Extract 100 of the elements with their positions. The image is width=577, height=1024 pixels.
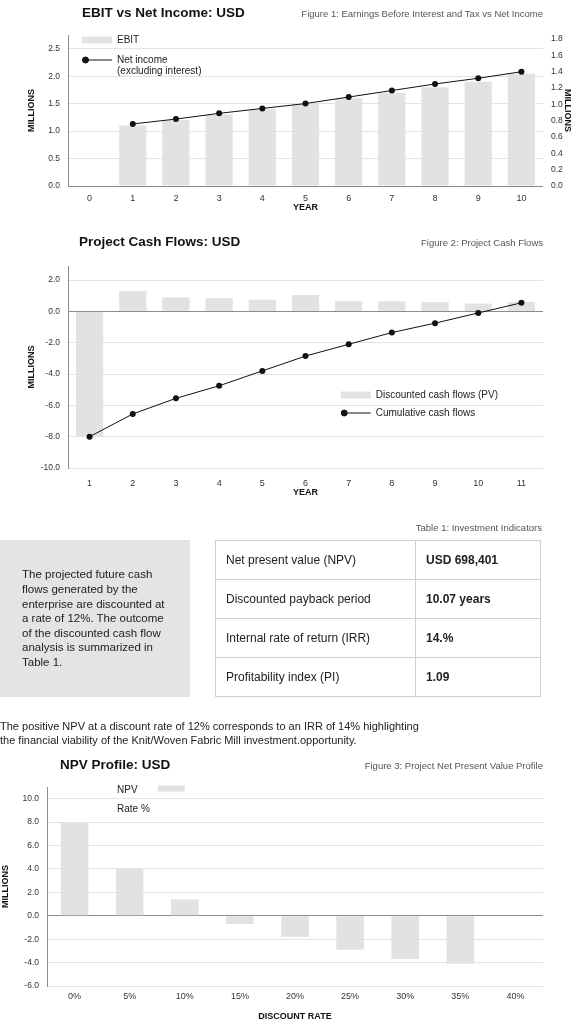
y-tick-label: 2.0 [27, 886, 40, 897]
text: Table 1: Investment Indicators [415, 522, 542, 533]
chart-title: EBIT vs Net Income: USD [82, 4, 246, 20]
text: 10.07 years [415, 579, 541, 619]
x-tick-label: 4 [259, 192, 265, 203]
y2-tick-label: 1.0 [551, 98, 564, 109]
point [388, 329, 395, 336]
x-tick-label: 7 [346, 477, 352, 488]
point [259, 105, 266, 112]
x-tick-label: 0 [87, 192, 93, 203]
annotation: Rate % [117, 802, 150, 814]
y2-axis-title: MILLIONS [563, 89, 574, 132]
bar [378, 301, 406, 311]
text: 1.09 [415, 657, 541, 697]
x-tick-label: 40% [506, 990, 525, 1001]
legend-label: EBIT [117, 33, 140, 45]
x-tick-label: 9 [475, 192, 481, 203]
text: 14.% [415, 618, 541, 658]
text: Internal rate of return (IRR) [215, 618, 416, 658]
point [129, 410, 136, 417]
bar [205, 298, 233, 311]
point [432, 80, 439, 87]
text: Discounted payback period [215, 579, 416, 619]
legend-label: Net income (excluding interest) [117, 53, 202, 76]
bar [171, 899, 199, 916]
y-tick-label: 1.0 [48, 125, 61, 136]
y-tick-label: 0.5 [48, 152, 61, 163]
bar [421, 302, 449, 311]
x-tick-label: 7 [389, 192, 395, 203]
x-tick-label: 8 [389, 477, 395, 488]
y2-tick-label: 1.8 [551, 33, 564, 44]
x-tick-label: 15% [230, 990, 249, 1001]
y-tick-label: -4.0 [45, 368, 61, 379]
text: Net present value (NPV) [215, 540, 416, 580]
y2-tick-label: 1.6 [551, 49, 564, 60]
x-tick-label: 3 [173, 477, 179, 488]
x-tick-label: 35% [451, 990, 470, 1001]
point [432, 320, 439, 327]
bar [119, 291, 147, 311]
text: The positive NPV at a discount rate of 12% corresponds to an IRR of 14% highlighting the financial viability of the Knit/Woven Fabric Mill investment.opportunity. [0, 720, 420, 747]
y-tick-label: 0.0 [48, 305, 61, 316]
y-tick-label: -6.0 [24, 980, 40, 991]
y2-tick-label: 1.2 [551, 82, 564, 93]
x-tick-label: 0% [68, 990, 82, 1001]
chart-subtitle: Figure 3: Project Net Present Value Profile [364, 759, 543, 771]
chart-subtitle: Figure 1: Earnings Before Interest and Tax vs Net Income [301, 7, 543, 19]
point [216, 110, 223, 117]
point [172, 116, 179, 123]
x-tick-label: 6 [302, 477, 309, 488]
legend-label: NPV [117, 783, 138, 795]
x-tick-label: 1 [130, 192, 136, 203]
y-tick-label: 0.0 [27, 910, 40, 921]
y-tick-label: 1.5 [48, 97, 61, 108]
legend-label: Discounted cash flows (PV) [375, 388, 499, 400]
x-tick-label: 8 [432, 192, 438, 203]
y-tick-label: -4.0 [24, 956, 40, 967]
point [302, 100, 309, 107]
y-axis-title: MILLIONS [25, 345, 36, 389]
x-axis-title: YEAR [292, 202, 319, 213]
y-tick-label: -10.0 [40, 462, 61, 473]
y-tick-label: 6.0 [27, 839, 40, 850]
point [86, 433, 93, 440]
point [129, 120, 136, 127]
x-axis-title: DISCOUNT RATE [258, 1011, 332, 1022]
bar [226, 916, 254, 924]
y-tick-label: 8.0 [27, 816, 40, 827]
legend-label: Cumulative cash flows [375, 406, 476, 418]
x-tick-label: 5 [302, 192, 309, 203]
x-tick-label: 10 [473, 477, 484, 488]
bar [162, 297, 190, 311]
point [388, 87, 395, 94]
bar [248, 299, 276, 311]
x-tick-label: 2 [130, 477, 136, 488]
text: USD 698,401 [415, 540, 541, 580]
y-tick-label: 2.5 [48, 43, 61, 54]
x-tick-label: 1 [87, 477, 93, 488]
x-tick-label: 30% [396, 990, 415, 1001]
x-tick-label: 3 [216, 192, 222, 203]
y-axis-title: MILLIONS [25, 89, 36, 132]
point [518, 68, 525, 75]
x-tick-label: 11 [516, 477, 527, 488]
x-tick-label: 6 [346, 192, 352, 203]
y-axis-title: MILLIONS [0, 865, 10, 908]
y-tick-label: -6.0 [45, 399, 61, 410]
x-tick-label: 10% [175, 990, 194, 1001]
y-tick-label: 10.0 [22, 793, 40, 804]
point [259, 367, 266, 374]
point [216, 382, 223, 389]
chart-title: Project Cash Flows: USD [79, 233, 241, 249]
y2-tick-label: 0.8 [551, 115, 564, 126]
y2-tick-label: 0.2 [551, 164, 564, 175]
x-tick-label: 20% [285, 990, 305, 1001]
y2-tick-label: 1.4 [551, 66, 564, 77]
point [345, 341, 352, 348]
point [302, 353, 309, 360]
text: The projected future cash flows generated by the enterprise are discounted at a rate of 12%. The outcome of the discounted cash flow analysis is summarized in Table 1. [22, 567, 166, 670]
x-tick-label: 10 [516, 192, 527, 203]
point [345, 94, 352, 101]
y2-tick-label: 0.4 [551, 147, 564, 158]
x-tick-label: 9 [432, 477, 438, 488]
